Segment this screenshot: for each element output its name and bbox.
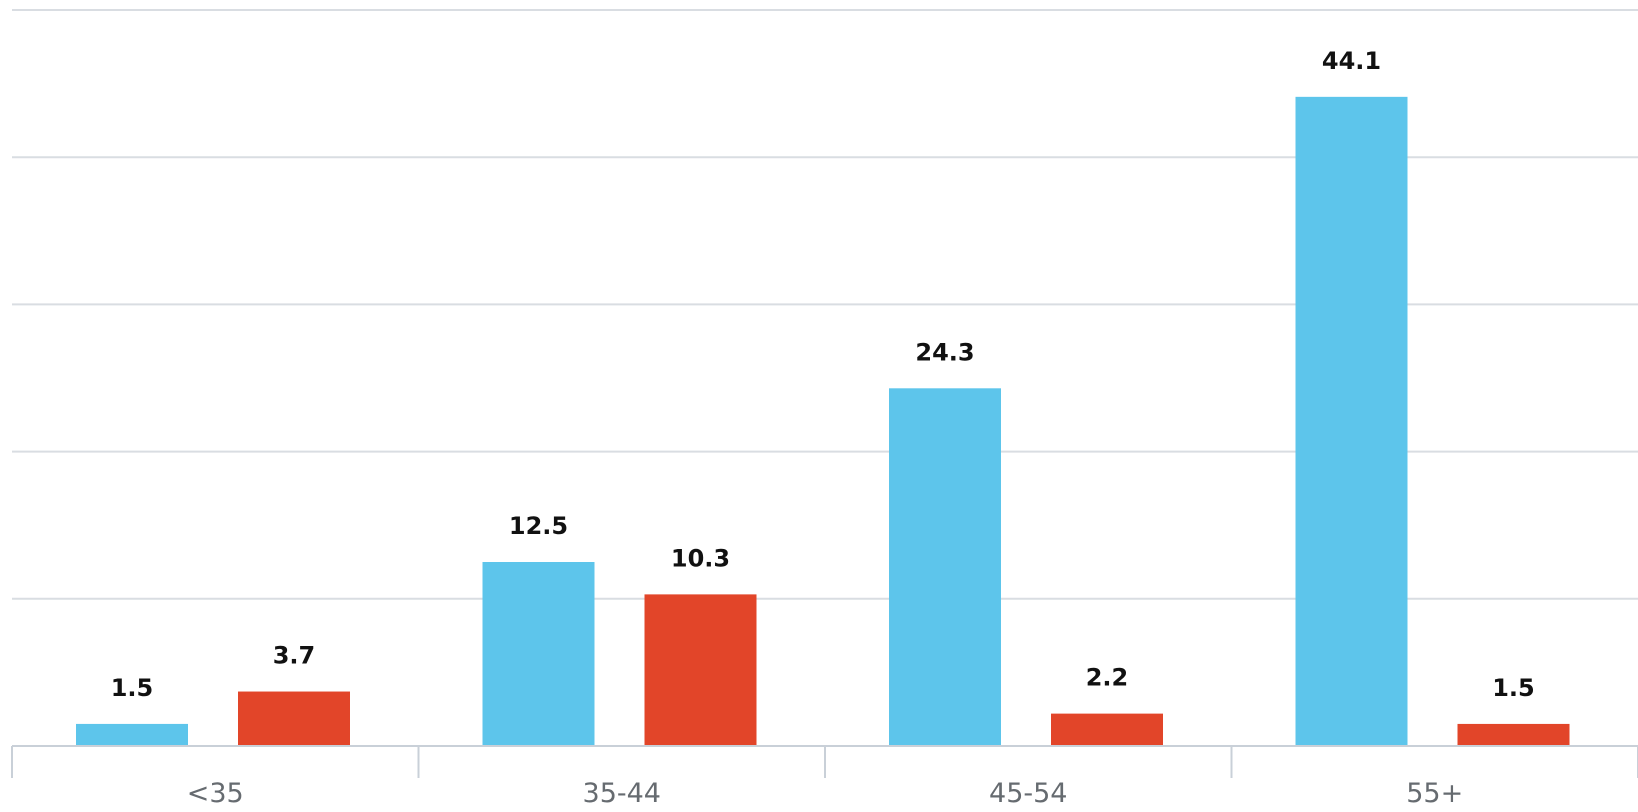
data-label: 10.3 bbox=[671, 544, 730, 572]
data-label: 44.1 bbox=[1322, 47, 1381, 75]
data-label: 1.5 bbox=[1492, 674, 1535, 702]
x-tick-label: 55+ bbox=[1406, 778, 1463, 809]
bar bbox=[482, 562, 595, 746]
x-axis: <35 35-44 45-54 55+ bbox=[11, 745, 1638, 809]
bar bbox=[238, 691, 350, 746]
bar bbox=[644, 594, 757, 746]
bar bbox=[1295, 96, 1408, 746]
bars bbox=[76, 96, 1570, 746]
data-label: 1.5 bbox=[111, 674, 154, 702]
bar bbox=[1457, 723, 1570, 746]
data-label: 12.5 bbox=[509, 512, 568, 540]
x-tick-label: <35 bbox=[187, 778, 244, 809]
x-tick-label: 35-44 bbox=[583, 778, 661, 809]
bar bbox=[76, 723, 188, 746]
data-label: 24.3 bbox=[915, 338, 974, 366]
bar bbox=[889, 388, 1001, 746]
data-label: 3.7 bbox=[273, 642, 316, 670]
value-labels: 1.5 12.5 24.3 44.1 3.7 10.3 2.2 1.5 bbox=[111, 47, 1535, 702]
data-label: 2.2 bbox=[1086, 664, 1129, 692]
bar bbox=[1051, 713, 1163, 746]
x-tick-label: 45-54 bbox=[989, 778, 1067, 809]
